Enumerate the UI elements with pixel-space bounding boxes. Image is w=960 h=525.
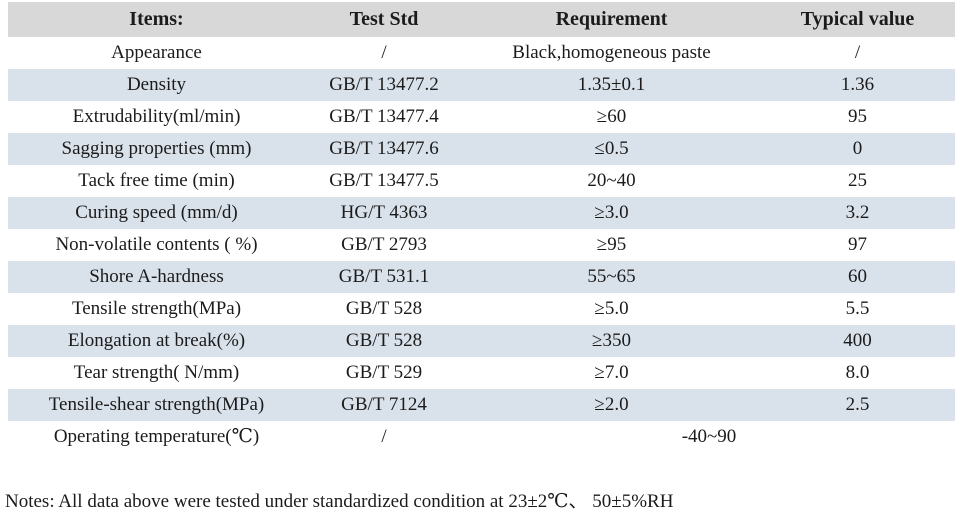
- notes-text: Notes: All data above were tested under …: [5, 491, 674, 512]
- std-cell: GB/T 13477.5: [305, 165, 463, 197]
- std-cell: /: [305, 37, 463, 69]
- std-cell: GB/T 2793: [305, 229, 463, 261]
- item-cell: Tensile-shear strength(MPa): [8, 389, 305, 421]
- item-cell: Sagging properties (mm): [8, 133, 305, 165]
- table-row: Appearance / Black,homogeneous paste /: [8, 37, 955, 69]
- table-row: Curing speed (mm/d) HG/T 4363 ≥3.0 3.2: [8, 197, 955, 229]
- table-row: Tear strength( N/mm) GB/T 529 ≥7.0 8.0: [8, 357, 955, 389]
- typical-cell: 60: [760, 261, 955, 293]
- column-header-requirement: Requirement: [463, 2, 760, 37]
- std-cell: /: [305, 421, 463, 453]
- item-cell: Appearance: [8, 37, 305, 69]
- item-cell: Shore A-hardness: [8, 261, 305, 293]
- table-row: Shore A-hardness GB/T 531.1 55~65 60: [8, 261, 955, 293]
- std-cell: GB/T 13477.6: [305, 133, 463, 165]
- item-cell: Tear strength( N/mm): [8, 357, 305, 389]
- item-cell: Density: [8, 69, 305, 101]
- table-row: Tensile-shear strength(MPa) GB/T 7124 ≥2…: [8, 389, 955, 421]
- std-cell: GB/T 528: [305, 293, 463, 325]
- typical-cell: 3.2: [760, 197, 955, 229]
- typical-cell: 2.5: [760, 389, 955, 421]
- item-cell: Tack free time (min): [8, 165, 305, 197]
- req-cell: Black,homogeneous paste: [463, 37, 760, 69]
- std-cell: HG/T 4363: [305, 197, 463, 229]
- item-cell: Tensile strength(MPa): [8, 293, 305, 325]
- item-cell: Elongation at break(%): [8, 325, 305, 357]
- column-header-typical-value: Typical value: [760, 2, 955, 37]
- table-row: Density GB/T 13477.2 1.35±0.1 1.36: [8, 69, 955, 101]
- typical-cell: 1.36: [760, 69, 955, 101]
- item-cell: Extrudability(ml/min): [8, 101, 305, 133]
- typical-cell: /: [760, 37, 955, 69]
- header-row: Items: Test Std Requirement Typical valu…: [8, 2, 955, 37]
- req-cell: ≤0.5: [463, 133, 760, 165]
- req-cell: ≥3.0: [463, 197, 760, 229]
- column-header-test-std: Test Std: [305, 2, 463, 37]
- typical-cell: 8.0: [760, 357, 955, 389]
- req-cell: 20~40: [463, 165, 760, 197]
- table-row: Non-volatile contents ( %) GB/T 2793 ≥95…: [8, 229, 955, 261]
- std-cell: GB/T 7124: [305, 389, 463, 421]
- std-cell: GB/T 531.1: [305, 261, 463, 293]
- typical-cell: 0: [760, 133, 955, 165]
- table-row: Sagging properties (mm) GB/T 13477.6 ≤0.…: [8, 133, 955, 165]
- req-cell: ≥2.0: [463, 389, 760, 421]
- req-cell: ≥5.0: [463, 293, 760, 325]
- std-cell: GB/T 528: [305, 325, 463, 357]
- typical-cell: 97: [760, 229, 955, 261]
- typical-cell: 25: [760, 165, 955, 197]
- table-row: Operating temperature(℃) / -40~90: [8, 421, 955, 453]
- req-cell-merged: -40~90: [463, 421, 955, 453]
- std-cell: GB/T 13477.2: [305, 69, 463, 101]
- req-cell: ≥60: [463, 101, 760, 133]
- spec-table: Items: Test Std Requirement Typical valu…: [8, 2, 955, 453]
- item-cell: Non-volatile contents ( %): [8, 229, 305, 261]
- table-row: Extrudability(ml/min) GB/T 13477.4 ≥60 9…: [8, 101, 955, 133]
- typical-cell: 5.5: [760, 293, 955, 325]
- table-row: Tack free time (min) GB/T 13477.5 20~40 …: [8, 165, 955, 197]
- typical-cell: 400: [760, 325, 955, 357]
- typical-cell: 95: [760, 101, 955, 133]
- std-cell: GB/T 13477.4: [305, 101, 463, 133]
- table-row: Tensile strength(MPa) GB/T 528 ≥5.0 5.5: [8, 293, 955, 325]
- std-cell: GB/T 529: [305, 357, 463, 389]
- table-row: Elongation at break(%) GB/T 528 ≥350 400: [8, 325, 955, 357]
- item-cell: Operating temperature(℃): [8, 421, 305, 453]
- req-cell: ≥7.0: [463, 357, 760, 389]
- req-cell: 55~65: [463, 261, 760, 293]
- req-cell: ≥95: [463, 229, 760, 261]
- req-cell: 1.35±0.1: [463, 69, 760, 101]
- req-cell: ≥350: [463, 325, 760, 357]
- item-cell: Curing speed (mm/d): [8, 197, 305, 229]
- column-header-items: Items:: [8, 2, 305, 37]
